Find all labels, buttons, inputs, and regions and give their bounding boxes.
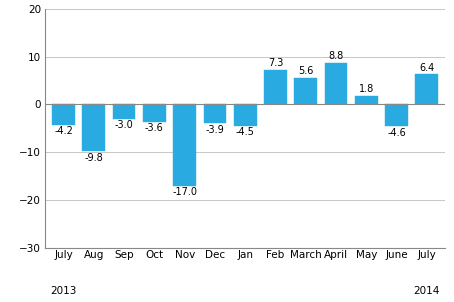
Text: -4.2: -4.2 (54, 126, 73, 136)
Text: 2014: 2014 (414, 286, 440, 296)
Text: 7.3: 7.3 (268, 58, 283, 68)
Text: -17.0: -17.0 (172, 187, 197, 197)
Text: -3.6: -3.6 (145, 123, 164, 133)
Bar (355, 96, 378, 104)
Text: 2013: 2013 (50, 286, 77, 296)
Bar (385, 104, 408, 127)
Text: 8.8: 8.8 (328, 51, 344, 61)
Bar (294, 78, 317, 104)
Text: -4.5: -4.5 (236, 127, 255, 137)
Bar (52, 104, 75, 124)
Bar (415, 74, 438, 104)
Text: -9.8: -9.8 (84, 153, 103, 163)
Text: 5.6: 5.6 (298, 66, 313, 76)
Text: 6.4: 6.4 (419, 63, 434, 72)
Text: -3.9: -3.9 (206, 124, 224, 134)
Bar (325, 63, 347, 104)
Text: 1.8: 1.8 (359, 85, 374, 95)
Bar (173, 104, 196, 186)
Bar (203, 104, 226, 123)
Bar (113, 104, 135, 119)
Bar (143, 104, 166, 122)
Text: -3.0: -3.0 (115, 120, 133, 130)
Bar (234, 104, 257, 126)
Bar (83, 104, 105, 151)
Text: -4.6: -4.6 (387, 128, 406, 138)
Bar (264, 70, 287, 104)
